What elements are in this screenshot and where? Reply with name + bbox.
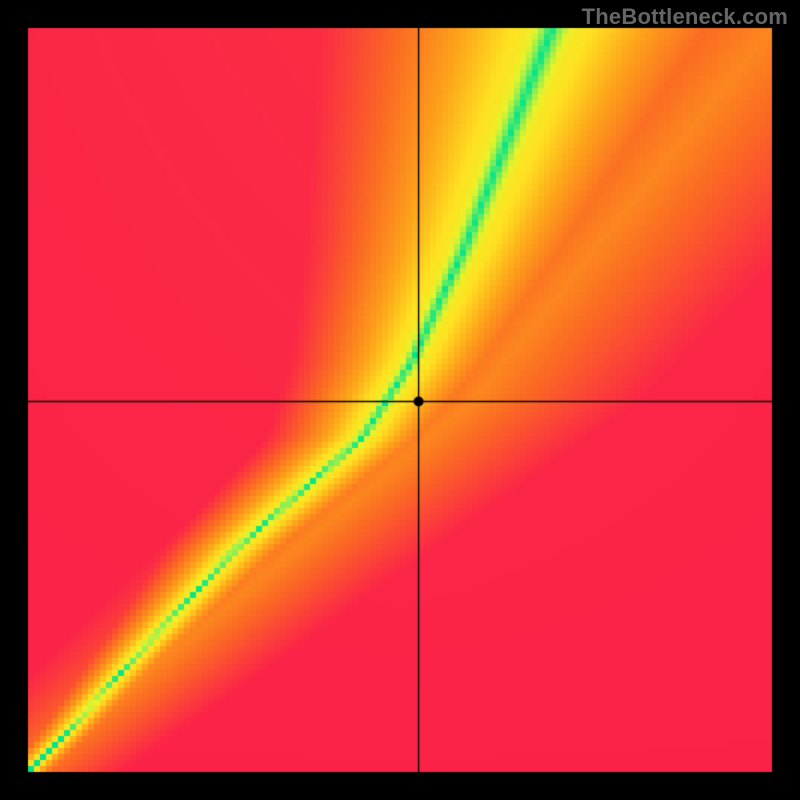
- watermark-text: TheBottleneck.com: [582, 4, 788, 30]
